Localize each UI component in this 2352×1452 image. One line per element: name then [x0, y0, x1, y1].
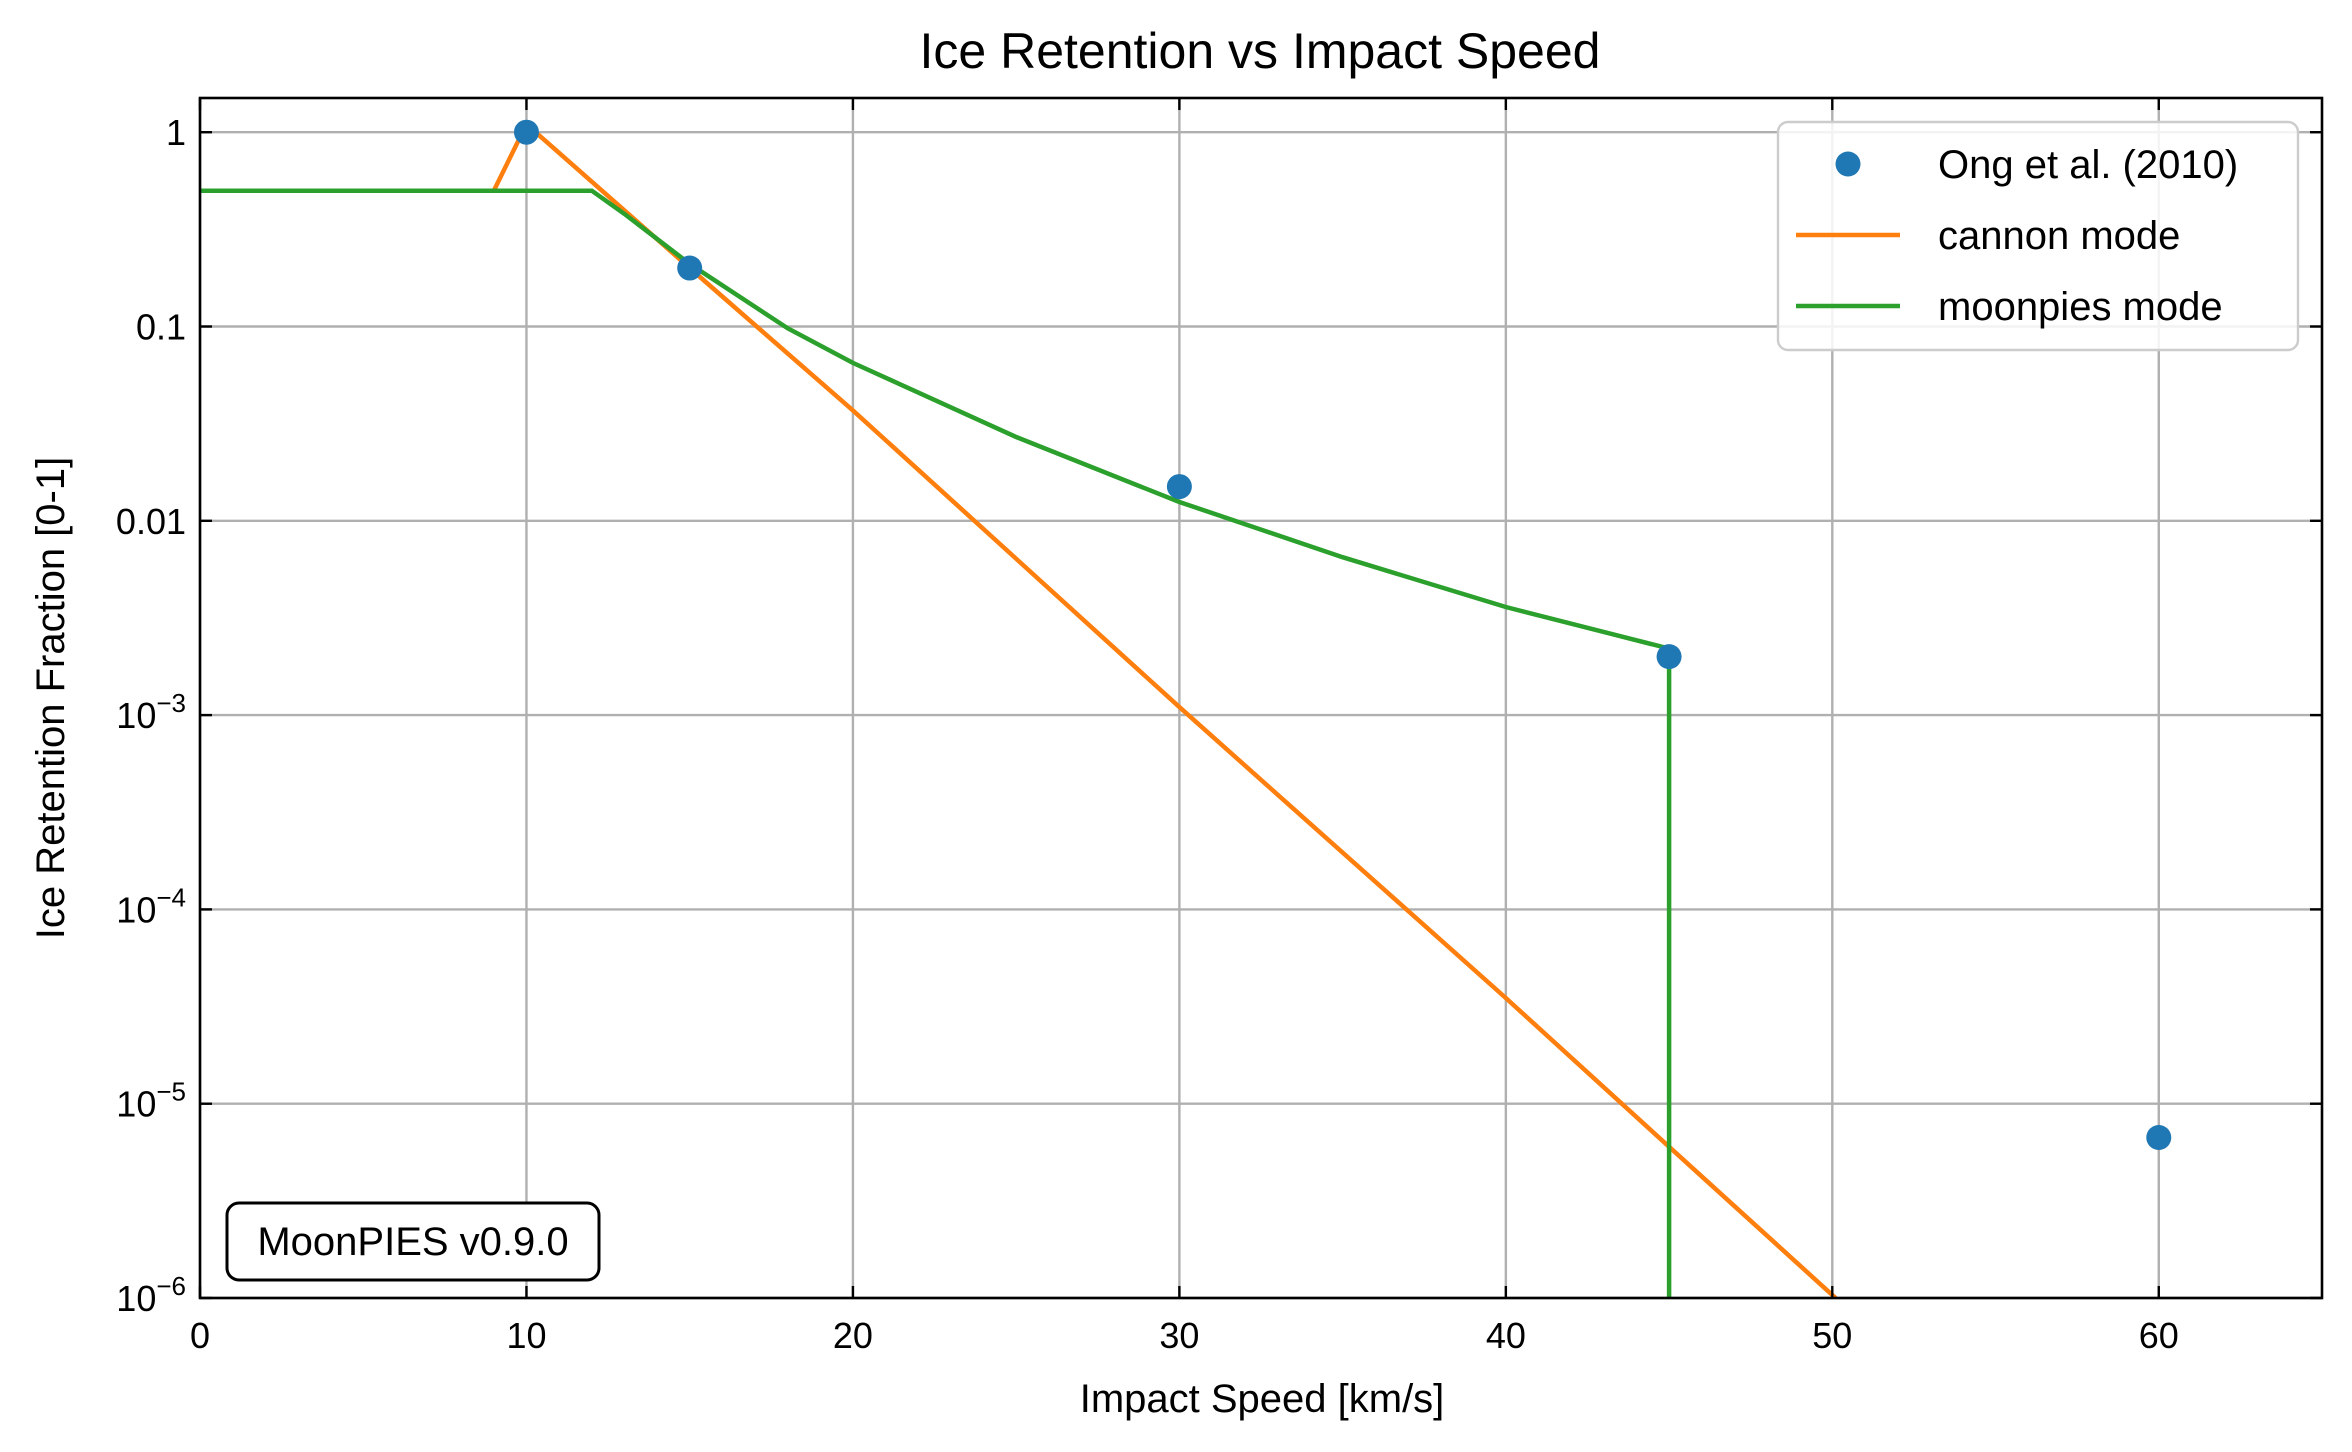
y-tick-label: 10−5	[116, 1077, 186, 1125]
y-tick-label-base: 10	[116, 1278, 156, 1319]
axes-frame	[198, 96, 2324, 1300]
series-line-2	[200, 188, 1672, 1298]
x-tick-label: 0	[190, 1315, 210, 1356]
x-axis-title: Impact Speed [km/s]	[1080, 1377, 1445, 1421]
version-badge-box	[225, 1201, 601, 1282]
x-tick-label: 20	[833, 1315, 873, 1356]
y-tick-label-base: 10	[116, 1084, 156, 1125]
y-axis-title: Ice Retention Fraction [0-1]	[29, 457, 73, 939]
legend-label: cannon mode	[1938, 214, 2180, 258]
y-tick-label: 10−6	[116, 1271, 186, 1319]
x-tick-label: 10	[506, 1315, 546, 1356]
x-tick-label: 30	[1159, 1315, 1199, 1356]
y-tick-label-base: 0.01	[116, 501, 186, 542]
y-tick-label-base: 10	[116, 695, 156, 736]
series-line-1	[200, 120, 1838, 1298]
y-tick-label: 1	[166, 112, 186, 153]
data-point	[1166, 474, 1192, 500]
x-tick-label: 60	[2139, 1315, 2179, 1356]
legend-box	[1776, 120, 2300, 352]
data-point	[513, 119, 539, 145]
version-badge-text: MoonPIES v0.9.0	[257, 1220, 568, 1264]
chart-title: Ice Retention vs Impact Speed	[920, 23, 1601, 79]
legend: Ong et al. (2010) cannon mode moonpies mod…	[1776, 120, 2300, 352]
x-axis-ticks: 0 10 20 30 40 50 60	[190, 98, 2179, 1356]
y-tick-label: 10−3	[116, 688, 186, 736]
y-tick-label: 0.01	[116, 501, 186, 542]
data-point	[2146, 1124, 2172, 1150]
x-tick-label: 40	[1486, 1315, 1526, 1356]
legend-label: moonpies mode	[1938, 285, 2223, 329]
legend-marker	[1835, 151, 1861, 177]
data-point	[1656, 644, 1682, 670]
y-tick-label-base: 1	[166, 112, 186, 153]
legend-label: Ong et al. (2010)	[1938, 143, 2238, 187]
y-tick-label-base: 0.1	[136, 307, 186, 348]
y-tick-label-exponent: −3	[156, 688, 186, 718]
x-tick-label: 50	[1812, 1315, 1852, 1356]
y-tick-label-exponent: −4	[156, 882, 186, 912]
y-tick-label-exponent: −6	[156, 1271, 186, 1301]
data-point	[677, 255, 703, 281]
y-tick-label: 0.1	[136, 307, 186, 348]
plot-area	[200, 119, 2172, 1298]
axes-border	[198, 96, 2324, 1300]
y-tick-label-base: 10	[116, 889, 156, 930]
version-badge: MoonPIES v0.9.0	[225, 1201, 601, 1282]
y-tick-label-exponent: −5	[156, 1077, 186, 1107]
y-tick-label: 10−4	[116, 882, 186, 930]
